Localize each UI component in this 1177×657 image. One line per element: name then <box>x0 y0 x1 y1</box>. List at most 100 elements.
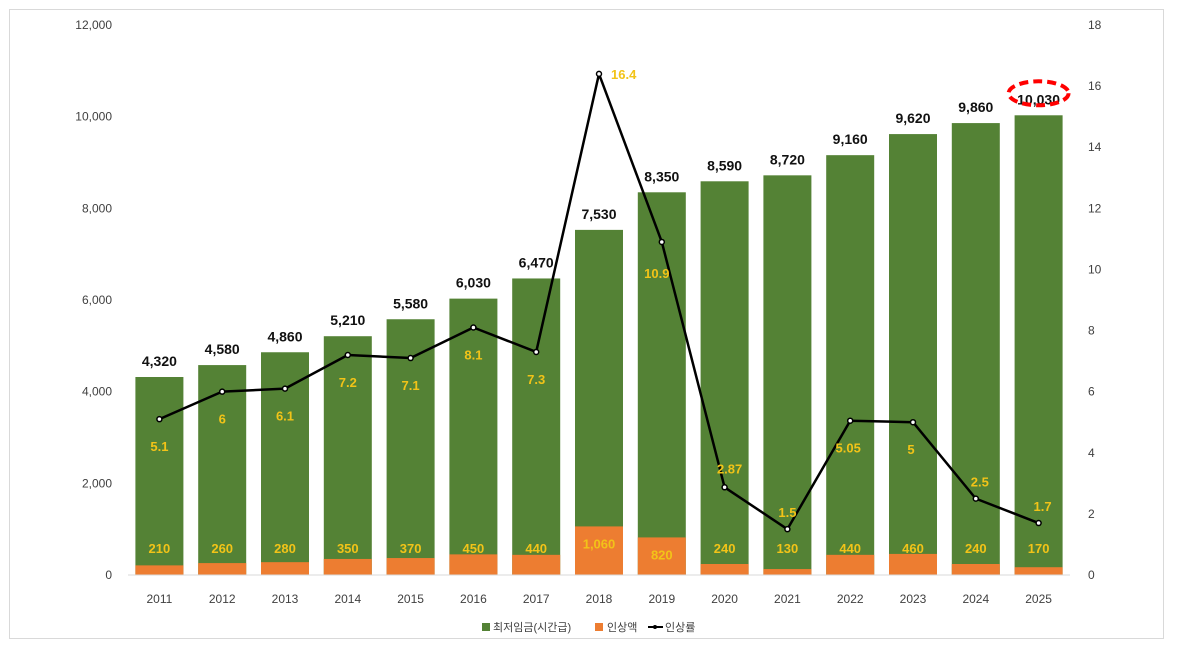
rate-point <box>972 495 980 502</box>
rate-data-label: 5.1 <box>150 439 168 454</box>
rate-data-label: 1.5 <box>778 505 796 520</box>
increase-data-label: 370 <box>400 541 422 556</box>
right-axis-tick-label: 12 <box>1088 201 1102 215</box>
increase-data-label: 240 <box>965 541 987 556</box>
rate-point <box>658 238 666 246</box>
x-axis-tick-label: 2011 <box>146 592 172 606</box>
increase-bar <box>449 554 498 575</box>
wage-data-label: 8,720 <box>770 151 805 167</box>
rate-point <box>407 354 414 362</box>
rate-point <box>156 415 163 423</box>
right-axis-tick-label: 10 <box>1088 262 1102 276</box>
increase-data-label: 450 <box>463 541 485 556</box>
rate-point <box>909 418 917 426</box>
left-axis-tick-label: 6,000 <box>82 293 112 307</box>
increase-data-label: 350 <box>337 541 359 556</box>
rate-data-label: 2.5 <box>971 475 989 490</box>
increase-bar <box>1014 567 1063 575</box>
wage-bar <box>826 155 875 575</box>
wage-data-label: 4,580 <box>205 341 240 357</box>
rate-point <box>784 525 791 533</box>
x-axis-tick-label: 2022 <box>837 592 864 606</box>
wage-data-label: 9,160 <box>833 131 868 147</box>
wage-bar <box>449 298 498 575</box>
x-axis-tick-label: 2014 <box>334 592 361 606</box>
x-axis-tick-label: 2025 <box>1025 592 1052 606</box>
data-labels-group: 4,320 210 5.1 4,580 260 6 4,860 280 6.1 5,210 350 7… <box>142 67 1071 562</box>
right-axis-tick-label: 16 <box>1088 79 1102 93</box>
wage-bar <box>198 365 247 575</box>
left-axis-tick-label: 4,000 <box>82 385 112 399</box>
wage-data-label: 9,620 <box>895 110 930 126</box>
rate-point <box>1035 519 1042 527</box>
rate-data-label: 2.87 <box>717 461 742 476</box>
increase-bar <box>135 565 184 575</box>
x-axis-tick-label: 2023 <box>900 592 927 606</box>
wage-bar <box>135 377 184 575</box>
increase-bar <box>575 526 623 575</box>
increase-data-label: 210 <box>149 541 171 556</box>
increase-data-label: 130 <box>777 541 799 556</box>
increase-bar <box>323 558 372 575</box>
rate-data-label: 7.1 <box>402 378 420 393</box>
wage-bar <box>700 181 749 575</box>
increase-bar <box>763 569 812 575</box>
wage-data-label: 4,860 <box>267 328 302 344</box>
right-y-axis: 0 2 4 6 8 10 12 14 16 18 <box>1088 18 1102 582</box>
legend-marker-rate <box>653 625 657 629</box>
wage-data-label: 4,320 <box>142 353 177 369</box>
right-axis-tick-label: 14 <box>1088 140 1102 154</box>
rate-point <box>344 351 352 359</box>
right-axis-tick-label: 6 <box>1088 385 1095 399</box>
wage-bar <box>637 192 686 575</box>
left-axis-tick-label: 2,000 <box>82 476 112 490</box>
increase-bar <box>700 564 749 575</box>
increase-data-label: 440 <box>525 541 547 556</box>
legend-label-rate: 인상률 <box>665 621 695 634</box>
increase-bar <box>889 553 937 575</box>
right-axis-tick-label: 18 <box>1088 18 1102 32</box>
increase-bar <box>826 554 875 575</box>
increase-bar <box>512 554 561 575</box>
increase-data-label: 820 <box>651 547 673 562</box>
rate-data-label: 10.9 <box>644 266 669 281</box>
legend: 최저임금(시간급) 인상액 인상률 <box>482 621 695 634</box>
legend-swatch-wage <box>482 623 490 631</box>
increase-data-label: 280 <box>274 541 296 556</box>
right-axis-tick-label: 0 <box>1088 568 1095 582</box>
rate-point <box>218 388 226 395</box>
left-axis-tick-label: 12,000 <box>75 18 112 32</box>
x-axis-tick-label: 2017 <box>523 592 550 606</box>
rate-point <box>595 70 603 78</box>
wage-data-label: 8,350 <box>644 168 679 184</box>
increase-bar <box>637 537 686 575</box>
wage-data-label: 5,210 <box>330 312 365 328</box>
x-axis-tick-label: 2020 <box>711 592 738 606</box>
rate-data-label: 1.7 <box>1034 499 1052 514</box>
right-axis-tick-label: 8 <box>1088 324 1095 338</box>
increase-data-label: 170 <box>1028 541 1050 556</box>
legend-label-wage: 최저임금(시간급) <box>493 621 571 634</box>
rate-data-label: 6 <box>219 412 226 427</box>
left-axis-tick-label: 8,000 <box>82 201 112 215</box>
wage-bar <box>323 336 372 575</box>
left-y-axis: 0 2,000 4,000 6,000 8,000 10,000 12,000 <box>75 18 112 582</box>
x-axis-tick-label: 2021 <box>774 592 801 606</box>
x-axis-tick-label: 2019 <box>648 592 675 606</box>
left-axis-tick-label: 10,000 <box>75 110 112 124</box>
wage-bar <box>386 319 435 575</box>
increase-data-label: 260 <box>211 541 233 556</box>
rate-data-label: 7.3 <box>527 372 545 387</box>
legend-swatch-increase <box>595 623 603 631</box>
right-axis-tick-label: 2 <box>1088 507 1095 521</box>
legend-label-increase: 인상액 <box>607 621 637 634</box>
rate-line-group <box>156 70 1042 533</box>
increase-data-label: 460 <box>902 541 924 556</box>
right-axis-tick-label: 4 <box>1088 446 1095 460</box>
rate-data-label: 5.05 <box>836 441 861 456</box>
wage-data-label: 6,030 <box>456 275 491 291</box>
wage-data-label: 8,590 <box>707 157 742 173</box>
wage-bar <box>763 175 812 576</box>
rate-data-label: 16.4 <box>611 67 637 82</box>
